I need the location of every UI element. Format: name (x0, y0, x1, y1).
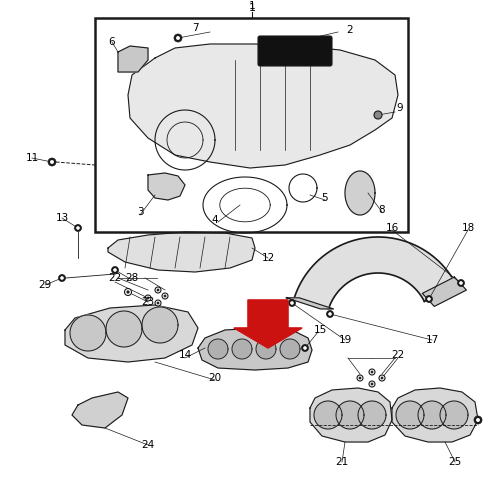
Text: 3: 3 (136, 207, 143, 217)
Circle shape (155, 300, 161, 306)
Polygon shape (256, 339, 276, 359)
Circle shape (164, 295, 166, 297)
Circle shape (48, 158, 56, 166)
Text: 11: 11 (26, 153, 38, 163)
Text: 17: 17 (426, 335, 438, 345)
Circle shape (58, 274, 66, 281)
Polygon shape (72, 392, 128, 428)
Text: 6: 6 (108, 37, 116, 47)
Polygon shape (418, 401, 446, 429)
Polygon shape (198, 328, 312, 370)
Circle shape (290, 302, 294, 304)
Text: 16: 16 (386, 223, 398, 233)
Polygon shape (280, 339, 300, 359)
Circle shape (328, 312, 332, 316)
Circle shape (162, 293, 168, 299)
Text: 25: 25 (448, 457, 462, 467)
Circle shape (359, 377, 361, 379)
Circle shape (127, 291, 129, 293)
Circle shape (114, 268, 116, 272)
Circle shape (374, 111, 382, 119)
Text: 28: 28 (126, 273, 138, 283)
Polygon shape (314, 401, 342, 429)
Text: 15: 15 (314, 325, 326, 335)
Text: 4: 4 (212, 215, 218, 225)
Circle shape (288, 300, 296, 306)
Circle shape (176, 36, 180, 40)
Polygon shape (65, 305, 198, 362)
Circle shape (426, 296, 432, 302)
Text: 19: 19 (338, 335, 351, 345)
Circle shape (371, 383, 373, 385)
Text: 8: 8 (378, 205, 386, 215)
FancyBboxPatch shape (258, 36, 332, 66)
Polygon shape (440, 401, 468, 429)
Polygon shape (232, 339, 252, 359)
Polygon shape (358, 401, 386, 429)
Text: 20: 20 (208, 373, 222, 383)
Circle shape (381, 377, 383, 379)
Circle shape (379, 375, 385, 381)
Circle shape (458, 280, 464, 286)
Text: 7: 7 (192, 23, 198, 33)
Polygon shape (286, 298, 334, 309)
Text: 9: 9 (396, 103, 404, 113)
Text: 24: 24 (142, 440, 154, 450)
Text: 29: 29 (38, 280, 52, 290)
Polygon shape (392, 388, 478, 442)
Circle shape (357, 375, 363, 381)
Circle shape (326, 310, 334, 318)
Text: 12: 12 (262, 253, 274, 263)
Polygon shape (208, 339, 228, 359)
Text: 1: 1 (248, 1, 256, 11)
Circle shape (302, 344, 308, 352)
Circle shape (157, 289, 159, 291)
Circle shape (460, 282, 462, 284)
Polygon shape (108, 232, 255, 272)
Circle shape (157, 302, 159, 304)
Polygon shape (142, 307, 178, 343)
Polygon shape (310, 388, 392, 442)
Text: 22: 22 (108, 273, 122, 283)
Circle shape (124, 288, 132, 296)
Text: 5: 5 (322, 193, 328, 203)
Polygon shape (148, 173, 185, 200)
Polygon shape (422, 277, 467, 306)
Polygon shape (294, 237, 456, 309)
Circle shape (174, 34, 182, 42)
Circle shape (112, 266, 118, 274)
Text: 2: 2 (346, 25, 354, 35)
Circle shape (474, 416, 482, 424)
Text: 23: 23 (142, 297, 154, 307)
Circle shape (304, 346, 306, 350)
Text: 13: 13 (56, 213, 68, 223)
Circle shape (145, 295, 151, 301)
Text: 14: 14 (178, 350, 192, 360)
Circle shape (428, 298, 430, 300)
Circle shape (60, 276, 64, 280)
Polygon shape (70, 315, 106, 351)
Polygon shape (234, 300, 302, 348)
Polygon shape (396, 401, 424, 429)
Circle shape (369, 381, 375, 387)
Text: 1: 1 (248, 3, 256, 13)
Circle shape (74, 224, 82, 232)
Text: 22: 22 (392, 350, 404, 360)
Polygon shape (336, 401, 364, 429)
Bar (95, 18, 408, 232)
Text: 21: 21 (336, 457, 348, 467)
Circle shape (50, 160, 53, 164)
Polygon shape (345, 171, 375, 215)
Circle shape (371, 371, 373, 373)
Circle shape (369, 369, 375, 375)
Text: 18: 18 (462, 223, 474, 233)
Circle shape (476, 418, 480, 422)
Polygon shape (128, 44, 398, 168)
Polygon shape (106, 311, 142, 347)
Circle shape (76, 226, 80, 230)
Circle shape (155, 287, 161, 293)
Polygon shape (118, 46, 148, 72)
Circle shape (147, 297, 149, 299)
